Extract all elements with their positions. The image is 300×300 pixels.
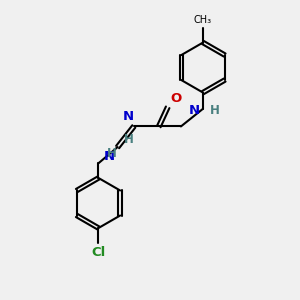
Text: CH₃: CH₃ [194,15,212,26]
Text: Cl: Cl [91,246,106,259]
Text: H: H [107,147,117,160]
Text: H: H [124,133,134,146]
Text: H: H [209,104,219,117]
Text: N: N [188,104,200,117]
Text: N: N [104,150,115,163]
Text: O: O [170,92,181,105]
Text: N: N [123,110,134,124]
